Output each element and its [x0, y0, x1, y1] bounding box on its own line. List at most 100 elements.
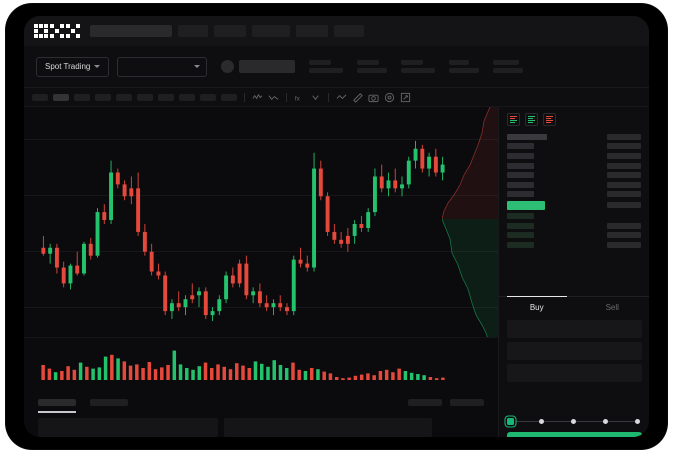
tf-1mo[interactable]: [200, 93, 216, 101]
okx-logo[interactable]: [34, 24, 80, 38]
chart-toolbar: fx: [24, 88, 649, 107]
orderbook-ask-row[interactable]: [507, 142, 641, 152]
percent-stop-0[interactable]: [507, 417, 514, 425]
orderbook-bid-row[interactable]: [507, 240, 641, 250]
ruler-icon[interactable]: [352, 92, 363, 103]
camera-icon[interactable]: [368, 92, 379, 103]
order-entry-form: [499, 320, 649, 386]
order-amount-field[interactable]: [507, 342, 642, 360]
percent-stop-50[interactable]: [571, 418, 576, 424]
orderbook-bid-row-price: [507, 222, 534, 229]
orderbook-ask-row-amount: [607, 162, 641, 169]
compare-icon[interactable]: [310, 92, 321, 103]
ob-view-both-icon[interactable]: [507, 113, 520, 126]
tab-buy[interactable]: Buy: [499, 295, 575, 318]
app-screen: Spot Trading fx: [24, 16, 649, 437]
orderbook-ask-row[interactable]: [507, 161, 641, 171]
toggle-line: [510, 121, 515, 123]
tf-1d[interactable]: [158, 93, 174, 101]
buy-sell-tabs: Buy Sell: [499, 295, 650, 318]
bottom-panel-left[interactable]: [38, 418, 218, 437]
tf-1w[interactable]: [179, 93, 195, 101]
toolbar-divider: [328, 92, 329, 102]
nav-item-4[interactable]: [296, 25, 328, 37]
fullscreen-icon[interactable]: [400, 92, 411, 103]
indicators-icon[interactable]: fx: [294, 92, 305, 103]
coin-avatar: [221, 60, 235, 73]
volume-histogram[interactable]: [24, 337, 498, 392]
okx-logo-k-glyph: [50, 24, 64, 38]
orders-tab-actions: [408, 398, 484, 406]
tab-action-2[interactable]: [450, 398, 484, 406]
market-type-dropdown[interactable]: Spot Trading: [36, 56, 110, 77]
line-type-icon[interactable]: [268, 92, 279, 103]
toggle-line: [546, 116, 553, 118]
nav-search[interactable]: [90, 25, 172, 37]
orderbook-header[interactable]: [507, 132, 641, 142]
tf-1m[interactable]: [32, 93, 48, 101]
tf-4h[interactable]: [137, 93, 153, 101]
orderbook-ask-row[interactable]: [507, 170, 641, 180]
svg-text:fx: fx: [295, 95, 301, 102]
orderbook-bid-row[interactable]: [507, 211, 641, 221]
chart-gridline: [24, 307, 498, 308]
orderbook-ask-row-price: [507, 152, 534, 159]
percent-stop-75[interactable]: [603, 418, 608, 424]
stat-24h-volume-label: [493, 60, 520, 65]
order-price-field[interactable]: [507, 320, 642, 338]
order-total-field[interactable]: [507, 364, 642, 382]
market-type-label: Spot Trading: [45, 62, 91, 71]
orderbook-bid-row-price: [507, 241, 534, 248]
percent-stop-25[interactable]: [539, 418, 544, 424]
orderbook-bid-row[interactable]: [507, 221, 641, 231]
orderbook-ask-row[interactable]: [507, 190, 641, 200]
orderbook-last-amount: [607, 202, 641, 209]
tf-1h[interactable]: [116, 93, 132, 101]
candlestick-chart[interactable]: [24, 107, 498, 337]
orderbook-bid-row[interactable]: [507, 230, 641, 240]
trend-line-icon[interactable]: [336, 92, 347, 103]
place-buy-order-button[interactable]: [507, 432, 642, 437]
pair-name-placeholder: [239, 60, 296, 73]
stat-last-price-label: [309, 60, 332, 65]
tf-5m[interactable]: [53, 93, 69, 101]
candle-type-icon[interactable]: [252, 92, 263, 103]
tf-more[interactable]: [221, 93, 237, 101]
tab-sell[interactable]: Sell: [575, 297, 650, 318]
nav-item-2[interactable]: [214, 25, 246, 37]
trading-pair-dropdown[interactable]: [117, 56, 208, 77]
tf-30m[interactable]: [95, 93, 111, 101]
orderbook-ask-row[interactable]: [507, 180, 641, 190]
bottom-panel-right[interactable]: [224, 418, 432, 437]
orderbook-ask-row-price: [507, 181, 534, 188]
settings-icon[interactable]: [384, 92, 395, 103]
percent-slider[interactable]: [507, 415, 642, 427]
candlestick-series: [41, 140, 445, 322]
tab-order-history[interactable]: [90, 398, 128, 406]
orderbook-ask-row-amount: [607, 181, 641, 188]
tab-open-orders[interactable]: [38, 398, 76, 413]
orderbook-ask-row-amount: [607, 172, 641, 179]
ticker-stats: [295, 60, 524, 73]
chevron-down-icon: [94, 65, 101, 68]
toggle-line: [528, 117, 533, 120]
stat-24h-volume: [493, 60, 524, 73]
tab-action-1[interactable]: [408, 398, 442, 406]
toolbar-divider: [286, 92, 287, 102]
orderbook-panel: Buy Sell: [498, 107, 649, 437]
ob-view-asks-icon[interactable]: [543, 113, 556, 126]
tf-15m[interactable]: [74, 93, 90, 101]
orderbook-rows[interactable]: [499, 130, 649, 250]
timeframe-buttons: [32, 93, 237, 101]
toggle-line: [510, 117, 515, 120]
orderbook-ask-row-amount: [607, 143, 641, 150]
orderbook-ask-row-price: [507, 191, 534, 198]
ob-view-bids-icon[interactable]: [525, 113, 538, 126]
nav-item-5[interactable]: [334, 25, 364, 37]
orderbook-ask-row[interactable]: [507, 151, 641, 161]
orderbook-last-price-row[interactable]: [507, 199, 641, 211]
toggle-line: [528, 121, 533, 123]
nav-item-3[interactable]: [252, 25, 290, 37]
percent-stop-100[interactable]: [635, 418, 640, 424]
nav-item-1[interactable]: [178, 25, 208, 37]
